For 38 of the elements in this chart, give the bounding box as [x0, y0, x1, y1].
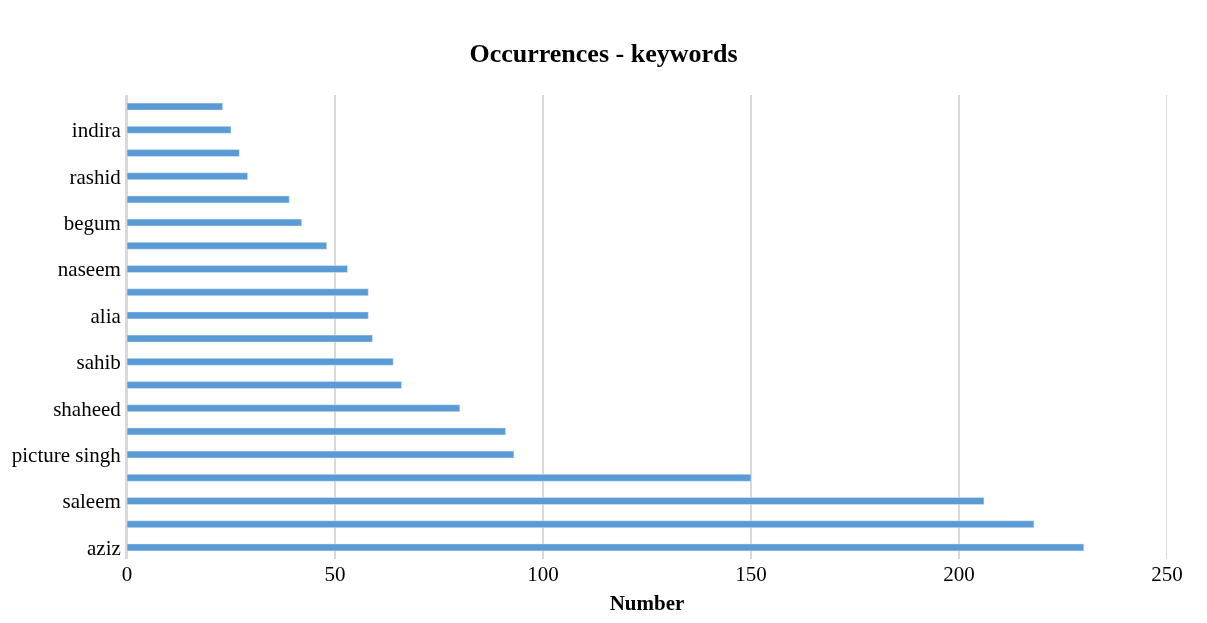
y-tick-label: picture singh — [11, 442, 122, 467]
bar — [127, 102, 223, 111]
bar — [127, 404, 461, 412]
x-tick-label: 50 — [324, 562, 346, 586]
y-tick-label: aziz — [87, 535, 121, 560]
bar — [127, 288, 369, 296]
y-tick-label: indira — [71, 118, 122, 143]
x-tick-label: 150 — [735, 562, 767, 586]
bar — [127, 334, 373, 343]
x-tick-label: 250 — [1151, 562, 1183, 586]
y-tick-label: naseem — [57, 257, 121, 282]
y-tick-label: shaheed — [53, 396, 122, 421]
y-tick-label: rashid — [69, 164, 122, 189]
x-axis-title: Number — [609, 591, 685, 616]
bar — [127, 242, 327, 250]
bar — [127, 474, 752, 482]
bar — [127, 358, 394, 366]
bar — [127, 265, 348, 273]
bar — [127, 218, 302, 227]
y-tick-label: sahib — [76, 350, 121, 375]
x-tick-label: 200 — [943, 562, 975, 586]
bar — [127, 543, 1085, 552]
x-tick-label: 0 — [121, 562, 133, 586]
bar — [127, 497, 985, 505]
x-tick-label: 100 — [527, 562, 559, 586]
bar — [127, 450, 515, 459]
y-tick-label: begum — [63, 210, 121, 235]
bar — [127, 126, 232, 134]
y-tick-label: alia — [90, 303, 122, 328]
bar — [127, 427, 506, 436]
bar — [127, 520, 1035, 528]
bar — [127, 311, 369, 320]
chart-title: Occurrences - keywords — [469, 38, 738, 68]
bar — [127, 149, 240, 157]
bar — [127, 381, 402, 389]
y-tick-label: saleem — [62, 489, 121, 514]
bar — [127, 195, 290, 204]
bar — [127, 172, 248, 180]
